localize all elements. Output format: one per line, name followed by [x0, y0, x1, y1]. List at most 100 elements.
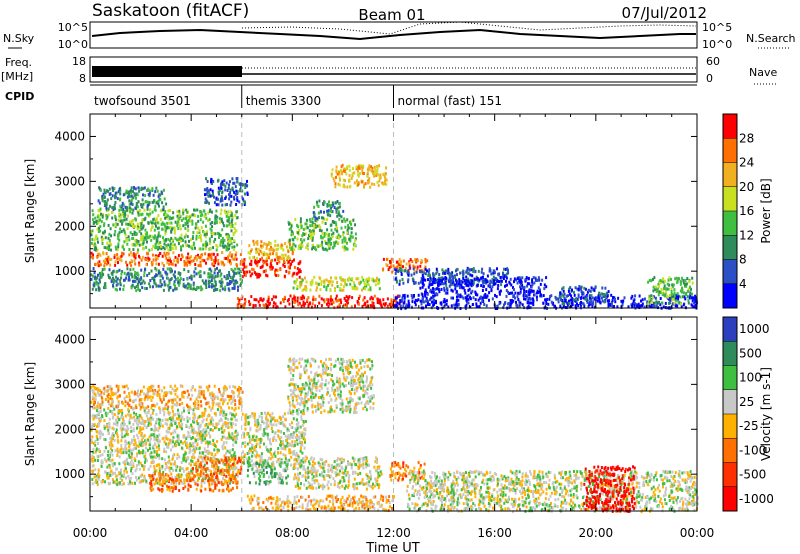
range-gate-cell	[225, 214, 228, 218]
colorbar-swatch	[723, 162, 737, 188]
range-gate-cell	[235, 203, 238, 206]
range-gate-cell	[553, 304, 556, 308]
range-gate-cell	[369, 286, 372, 290]
range-gate-cell	[182, 224, 185, 228]
range-gate-cell	[198, 236, 200, 239]
range-gate-cell	[507, 290, 509, 294]
range-gate-cell	[385, 178, 388, 182]
range-gate-cell	[231, 413, 233, 417]
range-gate-cell	[318, 276, 321, 280]
range-gate-cell	[676, 304, 679, 308]
range-gate-cell	[465, 283, 468, 287]
range-gate-cell	[198, 230, 201, 234]
range-gate-cell	[300, 297, 303, 301]
range-gate-cell	[224, 211, 227, 215]
range-gate-cell	[174, 430, 177, 434]
range-gate-cell	[196, 231, 199, 235]
range-gate-cell	[197, 264, 200, 268]
range-gate-cell	[147, 252, 150, 256]
range-gate-cell	[97, 264, 100, 268]
range-gate-cell	[394, 277, 397, 281]
range-gate-cell	[662, 305, 665, 309]
range-gate-cell	[282, 248, 285, 252]
nsky-panel-frame	[89, 21, 698, 49]
range-gate-cell	[226, 424, 229, 427]
range-gate-cell	[264, 269, 267, 273]
range-gate-cell	[398, 265, 400, 269]
range-gate-cell	[104, 191, 107, 195]
range-gate-cell	[691, 276, 694, 280]
range-gate-cell	[269, 265, 272, 269]
range-gate-cell	[693, 305, 696, 309]
range-gate-cell	[186, 476, 188, 480]
range-gate-cell	[510, 283, 513, 287]
range-gate-cell	[225, 277, 228, 281]
range-gate-cell	[483, 303, 486, 306]
range-gate-cell	[496, 287, 499, 291]
range-gate-cell	[168, 217, 171, 221]
range-gate-cell	[104, 480, 106, 484]
range-gate-cell	[465, 298, 468, 302]
range-gate-cell	[112, 206, 115, 209]
range-gate-cell	[182, 435, 185, 439]
range-gate-cell	[229, 279, 231, 283]
range-gate-cell	[155, 445, 158, 449]
range-gate-cell	[238, 271, 241, 275]
range-gate-cell	[140, 434, 143, 437]
range-gate-cell	[135, 412, 138, 416]
range-gate-cell	[207, 441, 210, 445]
range-gate-cell	[399, 267, 402, 270]
range-gate-cell	[423, 271, 426, 275]
range-gate-cell	[422, 283, 425, 287]
range-gate-cell	[236, 216, 239, 220]
range-gate-cell	[177, 434, 180, 438]
range-gate-cell	[108, 275, 110, 279]
range-gate-cell	[207, 413, 210, 417]
range-gate-cell	[266, 274, 269, 278]
range-gate-cell	[139, 407, 142, 411]
range-gate-cell	[406, 294, 409, 298]
range-gate-cell	[194, 246, 196, 250]
range-gate-cell	[239, 183, 242, 187]
range-gate-cell	[191, 259, 194, 263]
range-gate-cell	[219, 234, 222, 237]
range-gate-cell	[683, 291, 685, 295]
range-gate-cell	[186, 277, 189, 281]
range-gate-cell	[319, 288, 322, 292]
range-gate-cell	[97, 221, 100, 225]
range-gate-cell	[120, 230, 123, 233]
range-gate-cell	[184, 440, 187, 444]
range-gate-cell	[393, 268, 396, 271]
range-gate-cell	[203, 215, 206, 218]
range-gate-cell	[204, 459, 207, 463]
range-gate-cell	[101, 271, 104, 275]
range-gate-cell	[165, 465, 168, 469]
range-gate-cell	[258, 259, 261, 263]
range-gate-cell	[105, 201, 108, 205]
range-gate-cell	[132, 465, 135, 468]
range-gate-cell	[434, 281, 437, 285]
range-gate-cell	[198, 229, 201, 232]
range-gate-cell	[117, 234, 119, 238]
range-gate-cell	[344, 237, 347, 241]
range-gate-cell	[171, 445, 174, 449]
range-gate-cell	[396, 301, 399, 305]
range-gate-cell	[126, 208, 129, 212]
range-gate-cell	[346, 229, 349, 232]
range-gate-cell	[181, 427, 183, 431]
range-gate-cell	[173, 280, 176, 284]
range-gate-cell	[673, 294, 676, 298]
range-gate-cell	[198, 247, 201, 251]
range-gate-cell	[144, 200, 147, 204]
range-gate-cell	[648, 304, 651, 308]
range-gate-cell	[227, 239, 230, 243]
range-gate-cell	[653, 276, 656, 280]
range-gate-cell	[134, 206, 137, 210]
range-gate-cell	[473, 277, 476, 281]
range-gate-cell	[220, 284, 223, 288]
range-gate-cell	[91, 459, 94, 463]
range-gate-cell	[413, 265, 416, 269]
range-gate-cell	[199, 432, 202, 436]
range-gate-cell	[249, 251, 252, 255]
range-gate-cell	[154, 427, 157, 431]
